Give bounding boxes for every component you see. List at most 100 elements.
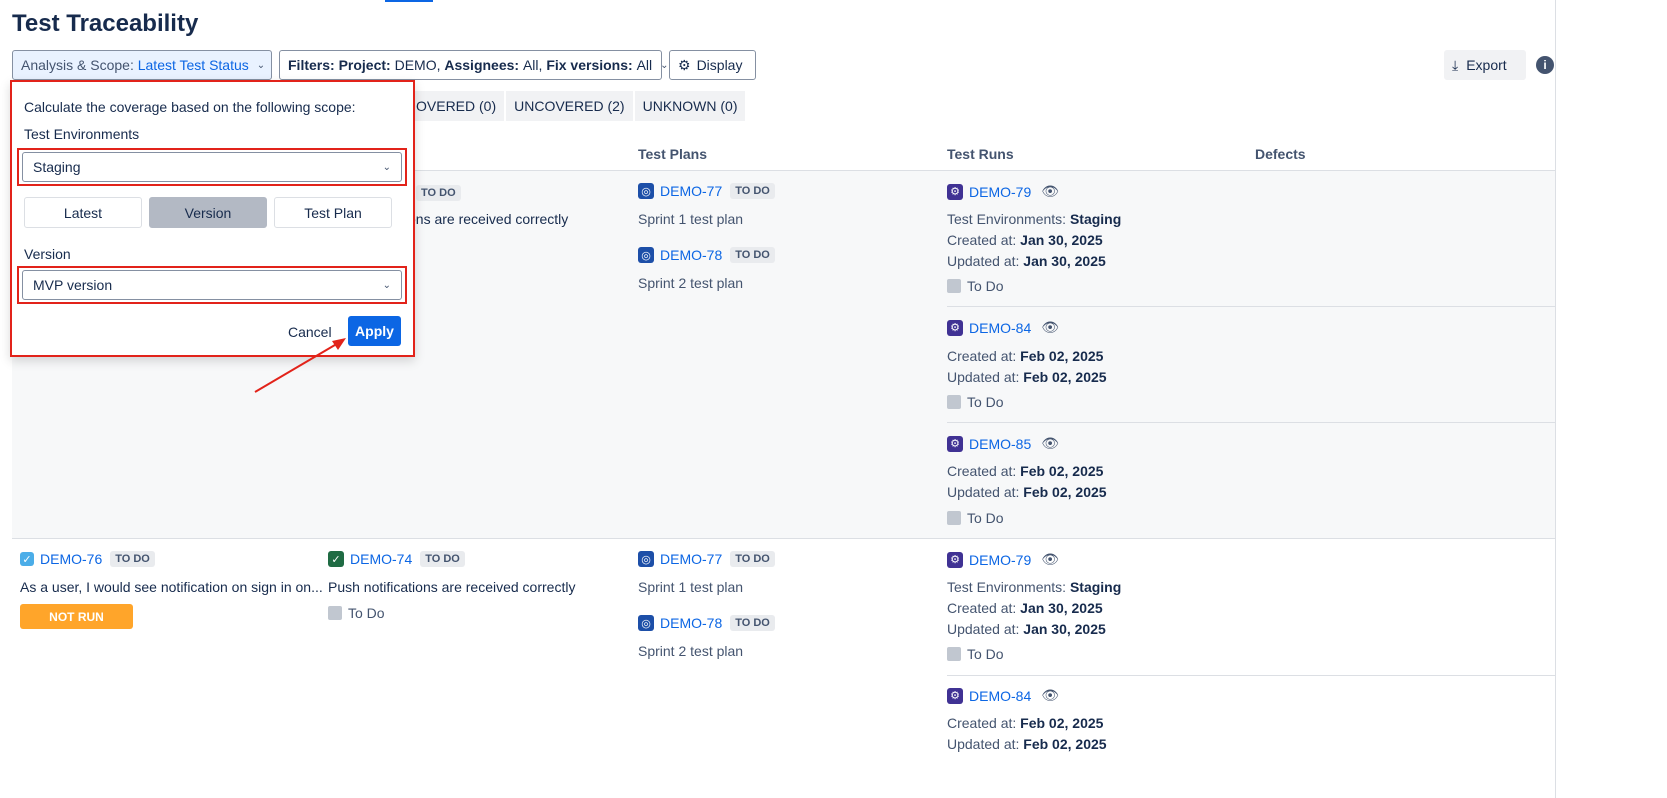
env-label: Test Environments bbox=[24, 126, 140, 142]
cancel-button[interactable]: Cancel bbox=[288, 324, 332, 340]
fix-value: All bbox=[636, 57, 653, 73]
gear-icon: ⚙ bbox=[947, 687, 963, 704]
apply-button[interactable]: Apply bbox=[348, 316, 401, 346]
popup-intro: Calculate the coverage based on the foll… bbox=[24, 99, 356, 115]
filters-button[interactable]: Filters: Project: DEMO, Assignees: All, … bbox=[279, 50, 669, 80]
plan-status: TO DO bbox=[730, 183, 775, 199]
segment-latest[interactable]: Latest bbox=[24, 197, 142, 228]
column-defects: Defects bbox=[1255, 146, 1306, 162]
run-key[interactable]: DEMO-84 bbox=[969, 687, 1032, 704]
plan-key[interactable]: DEMO-77 bbox=[660, 183, 723, 199]
created-value: Feb 02, 2025 bbox=[1020, 715, 1104, 731]
updated-value: Feb 02, 2025 bbox=[1023, 369, 1107, 385]
test-plan-link: ◎ DEMO-78 TO DO bbox=[638, 247, 775, 263]
test-run-link: ⚙ DEMO-79 👁 bbox=[947, 551, 1059, 568]
req-key[interactable]: DEMO-76 bbox=[40, 551, 103, 567]
updated-label: Updated at: bbox=[947, 736, 1020, 752]
eye-icon[interactable]: 👁 bbox=[1041, 551, 1060, 567]
created-value: Jan 30, 2025 bbox=[1020, 600, 1103, 616]
run-status: To Do bbox=[967, 510, 1004, 526]
analysis-label: Analysis & Scope: bbox=[21, 57, 134, 73]
plan-name: Sprint 1 test plan bbox=[638, 579, 744, 595]
version-select[interactable]: MVP version ⌄ bbox=[22, 270, 402, 300]
status-icon bbox=[947, 511, 961, 525]
export-label: Export bbox=[1466, 57, 1507, 73]
plan-key[interactable]: DEMO-78 bbox=[660, 247, 723, 263]
test-key[interactable]: DEMO-74 bbox=[350, 551, 413, 567]
page-title: Test Traceability bbox=[12, 10, 199, 37]
analysis-scope-button[interactable]: Analysis & Scope: Latest Test Status ⌄ bbox=[12, 50, 272, 80]
test-summary: ons are received correctly bbox=[408, 211, 569, 227]
target-icon: ◎ bbox=[638, 183, 654, 199]
plan-key[interactable]: DEMO-77 bbox=[660, 551, 723, 567]
run-key[interactable]: DEMO-79 bbox=[969, 551, 1032, 568]
eye-icon[interactable]: 👁 bbox=[1041, 687, 1060, 703]
plan-name: Sprint 2 test plan bbox=[638, 643, 744, 659]
env-value: Staging bbox=[33, 159, 81, 175]
column-test-runs: Test Runs bbox=[947, 146, 1014, 162]
arrow-head bbox=[332, 338, 346, 350]
created-value: Jan 30, 2025 bbox=[1020, 232, 1103, 248]
run-status: To Do bbox=[967, 646, 1004, 662]
created-value: Feb 02, 2025 bbox=[1020, 348, 1104, 364]
updated-value: Jan 30, 2025 bbox=[1023, 621, 1106, 637]
test-run-link: ⚙ DEMO-79 👁 bbox=[947, 183, 1059, 200]
created-label: Created at: bbox=[947, 232, 1017, 248]
tab-unknown[interactable]: UNKNOWN (0) bbox=[634, 91, 746, 121]
gear-icon: ⚙ bbox=[947, 183, 963, 200]
plan-name: Sprint 2 test plan bbox=[638, 275, 744, 291]
run-key[interactable]: DEMO-85 bbox=[969, 435, 1032, 452]
gear-icon: ⚙ bbox=[947, 319, 963, 336]
plan-key[interactable]: DEMO-78 bbox=[660, 615, 723, 631]
tab-covered[interactable]: OVERED (0) bbox=[408, 91, 505, 121]
gear-icon: ⚙ bbox=[947, 435, 963, 452]
eye-icon[interactable]: 👁 bbox=[1041, 183, 1060, 199]
target-icon: ◎ bbox=[638, 615, 654, 631]
test-link: ✓ DEMO-74 TO DO bbox=[328, 551, 465, 567]
project-label: Project: bbox=[338, 57, 391, 73]
arrow-line bbox=[254, 341, 341, 393]
created-label: Created at: bbox=[947, 348, 1017, 364]
plan-status: TO DO bbox=[730, 247, 775, 263]
divider bbox=[12, 538, 1555, 539]
chevron-down-icon: ⌄ bbox=[382, 279, 391, 291]
env-value: Staging bbox=[1069, 579, 1122, 595]
test-plan-link: ◎ DEMO-78 TO DO bbox=[638, 615, 775, 631]
segment-test-plan[interactable]: Test Plan bbox=[274, 197, 392, 228]
analysis-scope-popup: Calculate the coverage based on the foll… bbox=[10, 80, 415, 357]
created-label: Created at: bbox=[947, 715, 1017, 731]
run-key[interactable]: DEMO-84 bbox=[969, 319, 1032, 336]
chevron-down-icon: ⌄ bbox=[256, 59, 266, 71]
requirement-link: ✓ DEMO-76 TO DO bbox=[20, 551, 155, 567]
display-button[interactable]: ⚙ Display bbox=[669, 50, 756, 80]
updated-value: Feb 02, 2025 bbox=[1023, 736, 1107, 752]
eye-icon[interactable]: 👁 bbox=[1041, 435, 1060, 451]
right-border bbox=[1555, 0, 1556, 798]
checkbox-icon: ✓ bbox=[20, 552, 34, 566]
req-status: TO DO bbox=[110, 551, 155, 567]
tab-uncovered[interactable]: UNCOVERED (2) bbox=[506, 91, 633, 121]
column-test-plans: Test Plans bbox=[638, 146, 707, 162]
divider bbox=[12, 170, 1555, 171]
info-icon[interactable]: i bbox=[1536, 56, 1554, 74]
run-status: To Do bbox=[967, 394, 1004, 410]
plan-status: TO DO bbox=[730, 551, 775, 567]
run-key[interactable]: DEMO-79 bbox=[969, 183, 1032, 200]
environment-select[interactable]: Staging ⌄ bbox=[22, 152, 402, 182]
updated-label: Updated at: bbox=[947, 369, 1020, 385]
updated-value: Jan 30, 2025 bbox=[1023, 253, 1106, 269]
test-status: TO DO bbox=[416, 185, 461, 201]
sliders-icon: ⚙ bbox=[678, 56, 691, 73]
fix-label: Fix versions: bbox=[546, 57, 633, 73]
filters-label: Filters: bbox=[288, 57, 335, 73]
segment-version[interactable]: Version bbox=[149, 197, 267, 228]
plan-status: TO DO bbox=[730, 615, 775, 631]
env-label: Test Environments: bbox=[947, 579, 1067, 595]
updated-label: Updated at: bbox=[947, 484, 1020, 500]
eye-icon[interactable]: 👁 bbox=[1041, 319, 1060, 335]
highlight-box bbox=[17, 266, 407, 304]
status-icon bbox=[328, 606, 342, 620]
export-button[interactable]: ⤓ Export bbox=[1444, 50, 1526, 80]
assignees-label: Assignees: bbox=[444, 57, 520, 73]
